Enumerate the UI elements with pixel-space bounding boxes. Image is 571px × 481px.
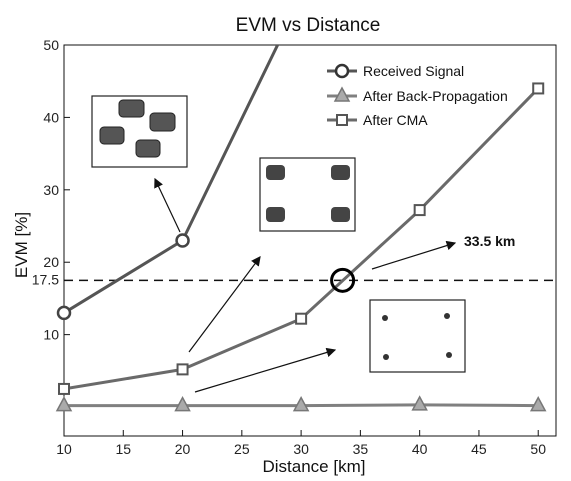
x-tick-label: 15 xyxy=(115,441,131,457)
x-tick-label: 25 xyxy=(234,441,250,457)
constellation-insets xyxy=(91,95,466,373)
data-point-triangle xyxy=(411,395,428,411)
threshold-label: 17.5 xyxy=(32,271,59,287)
legend-label-received: Received Signal xyxy=(363,63,464,79)
x-tick-label: 50 xyxy=(530,441,546,457)
x-tick-label: 30 xyxy=(293,441,309,457)
data-point-square xyxy=(176,363,189,376)
y-tick-label: 10 xyxy=(43,327,59,343)
data-point-square xyxy=(532,82,545,95)
y-axis-label: EVM [%] xyxy=(12,212,31,278)
data-point-triangle xyxy=(529,396,547,412)
arrow-to-crossing-label xyxy=(371,240,457,270)
legend: Received Signal After Back-Propagation A… xyxy=(327,63,508,128)
inset-cma-constellation xyxy=(369,299,466,373)
legend-marker-square xyxy=(336,114,348,126)
x-tick-label: 40 xyxy=(412,441,428,457)
y-tick-label: 50 xyxy=(43,37,59,53)
data-point-circle xyxy=(175,233,190,248)
arrow-to-received-inset xyxy=(154,177,181,233)
plot-frame xyxy=(63,44,557,437)
data-point-circle xyxy=(56,305,72,321)
arrow-to-back-propagation-inset xyxy=(188,256,261,353)
data-point-triangle xyxy=(174,396,191,412)
plot-layer: 10 15 20 25 30 35 40 45 50 10 20 30 40 50 17.5 xyxy=(32,37,556,457)
crossing-label: 33.5 km xyxy=(464,233,515,249)
legend-marker-triangle xyxy=(333,86,351,102)
data-point-square xyxy=(413,204,426,217)
legend-marker-circle xyxy=(334,63,350,79)
inset-received-constellation xyxy=(91,95,188,168)
y-tick-label: 30 xyxy=(43,182,59,198)
data-point-square xyxy=(58,382,70,395)
y-tick-label: 40 xyxy=(43,109,59,125)
data-point-square xyxy=(295,312,308,325)
x-tick-label: 20 xyxy=(175,441,191,457)
inset-back-propagation-constellation xyxy=(259,157,356,232)
data-point-triangle xyxy=(292,396,310,412)
legend-label-cma: After CMA xyxy=(363,112,428,128)
chart-title: EVM vs Distance xyxy=(236,15,381,36)
x-axis-label: Distance [km] xyxy=(263,457,366,476)
y-tick-label: 20 xyxy=(43,254,59,270)
crossing-marker xyxy=(330,267,356,293)
data-point-triangle xyxy=(55,396,73,412)
legend-label-back-propagation: After Back-Propagation xyxy=(363,88,508,104)
x-tick-label: 45 xyxy=(471,441,487,457)
x-tick-label: 10 xyxy=(56,441,72,457)
arrow-to-cma-inset xyxy=(194,347,337,393)
x-tick-label: 35 xyxy=(353,441,369,457)
annotation-arrows xyxy=(154,177,457,393)
